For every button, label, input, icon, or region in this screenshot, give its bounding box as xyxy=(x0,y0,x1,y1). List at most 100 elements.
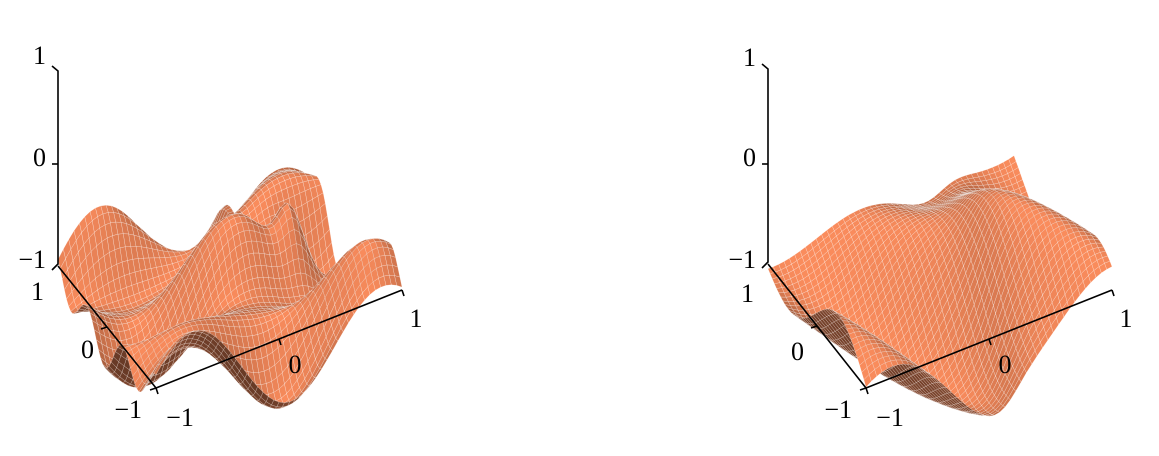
surface-face xyxy=(106,235,115,253)
surface-face xyxy=(117,376,126,384)
surface-face xyxy=(257,225,266,236)
surface-face xyxy=(291,216,300,233)
surface-face xyxy=(267,296,276,303)
surface-face xyxy=(268,173,277,178)
surface-face xyxy=(1018,368,1027,383)
surface-face xyxy=(264,234,274,245)
surface-face xyxy=(136,380,145,393)
surface-face xyxy=(115,346,124,356)
surface-face xyxy=(318,234,327,256)
surface-face xyxy=(217,324,226,335)
surface-face xyxy=(870,213,879,221)
surface-face xyxy=(236,213,246,218)
surface-face xyxy=(382,246,391,256)
surface-face xyxy=(1074,223,1083,229)
surface-face xyxy=(84,282,93,299)
surface-face xyxy=(942,393,951,401)
surface-face xyxy=(832,330,841,340)
surface-face xyxy=(965,173,974,180)
surface-face xyxy=(220,297,229,310)
surface-face xyxy=(274,359,283,379)
surface-face xyxy=(1082,275,1091,290)
surface-face xyxy=(879,340,889,347)
z-axis-left xyxy=(51,65,59,271)
surface-face xyxy=(255,386,264,398)
surface-mesh-right xyxy=(767,155,1113,417)
surface-face xyxy=(972,176,982,183)
surface-face xyxy=(1020,214,1029,227)
surface-face xyxy=(260,265,269,278)
surface-face xyxy=(143,300,152,306)
surface-face xyxy=(1081,227,1091,234)
surface-face xyxy=(981,281,990,307)
surface-face xyxy=(1019,199,1029,206)
surface-face xyxy=(902,246,911,261)
surface-face xyxy=(936,218,945,228)
surface-face xyxy=(256,240,265,255)
surface-face xyxy=(966,185,975,189)
surface-face xyxy=(958,183,968,188)
x-tick-label-left-mid: 0 xyxy=(289,350,302,379)
surface-face xyxy=(252,277,261,290)
surface-face xyxy=(873,325,882,339)
z-tick-label-right-min: −1 xyxy=(728,245,756,274)
surface-face xyxy=(258,316,267,325)
surface-face xyxy=(302,360,311,380)
surface-face xyxy=(914,389,924,396)
surface-face xyxy=(295,212,303,233)
surface-face xyxy=(263,368,272,384)
surface-face xyxy=(298,390,306,399)
surface-face xyxy=(216,308,225,317)
surface-face xyxy=(247,318,256,327)
surface-face xyxy=(276,401,285,408)
surface-face xyxy=(946,392,956,399)
x-tick-label-left-min: −1 xyxy=(166,403,194,432)
surface-face xyxy=(954,195,963,200)
surface-face xyxy=(250,296,260,304)
surface-face xyxy=(244,373,253,386)
surface-face xyxy=(319,202,328,222)
surface-face xyxy=(245,240,254,255)
surface-face xyxy=(878,347,887,353)
surface-face xyxy=(964,406,974,412)
surface-face xyxy=(863,373,872,388)
surface-face xyxy=(333,321,342,339)
surface-face xyxy=(919,204,929,207)
surface-face xyxy=(162,282,171,292)
surface-face xyxy=(260,176,270,183)
surface-face xyxy=(186,334,195,340)
surface-face xyxy=(332,284,341,306)
z-tick-label-right-mid: 0 xyxy=(743,143,756,172)
surface-face xyxy=(965,383,974,397)
surface-face xyxy=(146,302,155,310)
surface-face xyxy=(292,258,301,275)
surface-face xyxy=(1020,263,1029,284)
surface-face xyxy=(246,193,254,201)
surface-face xyxy=(890,359,899,367)
surface-face xyxy=(116,361,125,373)
surface-face xyxy=(119,305,128,312)
surface-face xyxy=(228,326,237,337)
y-tick-label-left-mid: 0 xyxy=(81,335,94,364)
surface-face xyxy=(275,190,284,203)
surface-face xyxy=(211,255,220,277)
surface-face xyxy=(372,277,381,291)
surface-face xyxy=(796,256,805,268)
surface-face xyxy=(986,414,995,417)
surface-face xyxy=(90,245,99,266)
surface-face xyxy=(830,276,839,290)
surface-face xyxy=(363,262,372,279)
surface-face xyxy=(991,281,999,307)
surface-face xyxy=(831,257,840,271)
surface-face xyxy=(980,200,989,213)
surface-face xyxy=(303,384,312,394)
surface-face xyxy=(268,326,277,341)
surface-face xyxy=(1002,397,1011,408)
surface-face xyxy=(856,314,865,328)
surface-face xyxy=(1029,350,1038,365)
surface-face xyxy=(919,388,928,395)
surface-face xyxy=(169,349,178,357)
surface-face xyxy=(283,170,292,173)
surface-face xyxy=(158,242,167,249)
surface-face xyxy=(824,256,833,270)
